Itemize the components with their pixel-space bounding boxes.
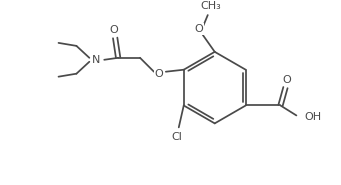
Text: O: O [154, 69, 163, 79]
Text: N: N [92, 55, 101, 65]
Text: O: O [110, 25, 119, 35]
Text: O: O [194, 24, 203, 34]
Text: Cl: Cl [171, 132, 182, 142]
Text: OH: OH [304, 112, 322, 122]
Text: CH₃: CH₃ [201, 1, 221, 11]
Text: O: O [282, 75, 291, 85]
